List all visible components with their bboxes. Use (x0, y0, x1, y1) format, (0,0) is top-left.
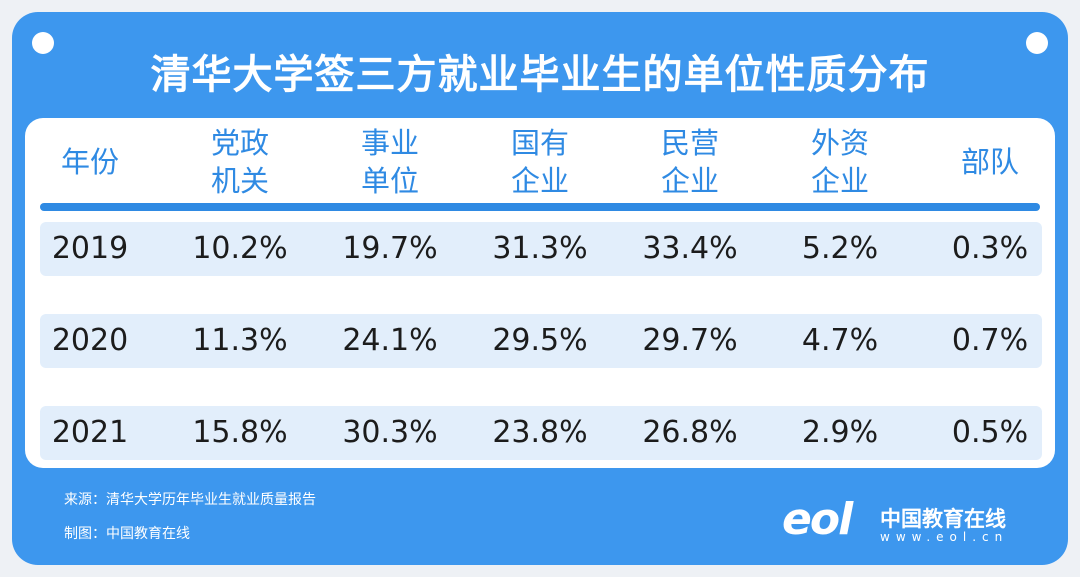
header-line: 党政 (210, 126, 269, 160)
column-header: 党政 机关 (165, 126, 315, 198)
table-cell: 5.2% (801, 231, 879, 266)
column-header: 国有 企业 (465, 126, 615, 198)
column-header: 年份 (15, 126, 165, 198)
table-cell: 10.2% (192, 231, 288, 266)
header-line: 国有 (510, 126, 569, 160)
table-cell: 0.7% (951, 323, 1029, 358)
header-line: 部队 (960, 145, 1019, 179)
table-cell: 2021 (51, 415, 129, 450)
table-cell: 29.7% (642, 323, 738, 358)
table-cell: 15.8% (192, 415, 288, 450)
credit: 制图：中国教育在线 (64, 526, 190, 542)
header-line: 机关 (210, 164, 269, 198)
table-cell: 19.7% (342, 231, 438, 266)
logo-mark: eol (782, 494, 853, 545)
header-line: 单位 (360, 164, 419, 198)
header-line: 企业 (510, 164, 569, 198)
row-band (40, 314, 1042, 368)
title: 清华大学签三方就业毕业生的单位性质分布 (150, 52, 930, 98)
column-header: 民营 企业 (615, 126, 765, 198)
row-band (40, 222, 1042, 276)
logo-name: 中国教育在线 (880, 507, 1006, 531)
header-line: 企业 (810, 164, 869, 198)
table-cell: 33.4% (642, 231, 738, 266)
table-cell: 30.3% (342, 415, 438, 450)
header-line: 外资 (810, 126, 869, 160)
table-cell: 0.5% (951, 415, 1029, 450)
table-cell: 0.3% (951, 231, 1029, 266)
table-cell: 24.1% (342, 323, 438, 358)
table-cell: 4.7% (801, 323, 879, 358)
logo-url: www.eol.cn (880, 530, 1009, 544)
table-cell: 11.3% (192, 323, 288, 358)
table-cell: 26.8% (642, 415, 738, 450)
header-line: 民营 (660, 126, 719, 160)
table-cell: 23.8% (492, 415, 588, 450)
column-header: 外资 企业 (765, 126, 915, 198)
header-line: 事业 (360, 126, 419, 160)
table-cell: 2019 (51, 231, 129, 266)
table-cell: 2020 (51, 323, 129, 358)
row-band (40, 406, 1042, 460)
table-cell: 31.3% (492, 231, 588, 266)
header-separator (40, 203, 1040, 211)
table-cell: 2.9% (801, 415, 879, 450)
column-header: 部队 (915, 126, 1065, 198)
source: 来源：清华大学历年毕业生就业质量报告 (64, 492, 316, 508)
column-header: 事业 单位 (315, 126, 465, 198)
decor-dot (32, 32, 54, 54)
header-line: 年份 (60, 145, 119, 179)
header-line: 企业 (660, 164, 719, 198)
table-cell: 29.5% (492, 323, 588, 358)
decor-dot (1026, 32, 1048, 54)
